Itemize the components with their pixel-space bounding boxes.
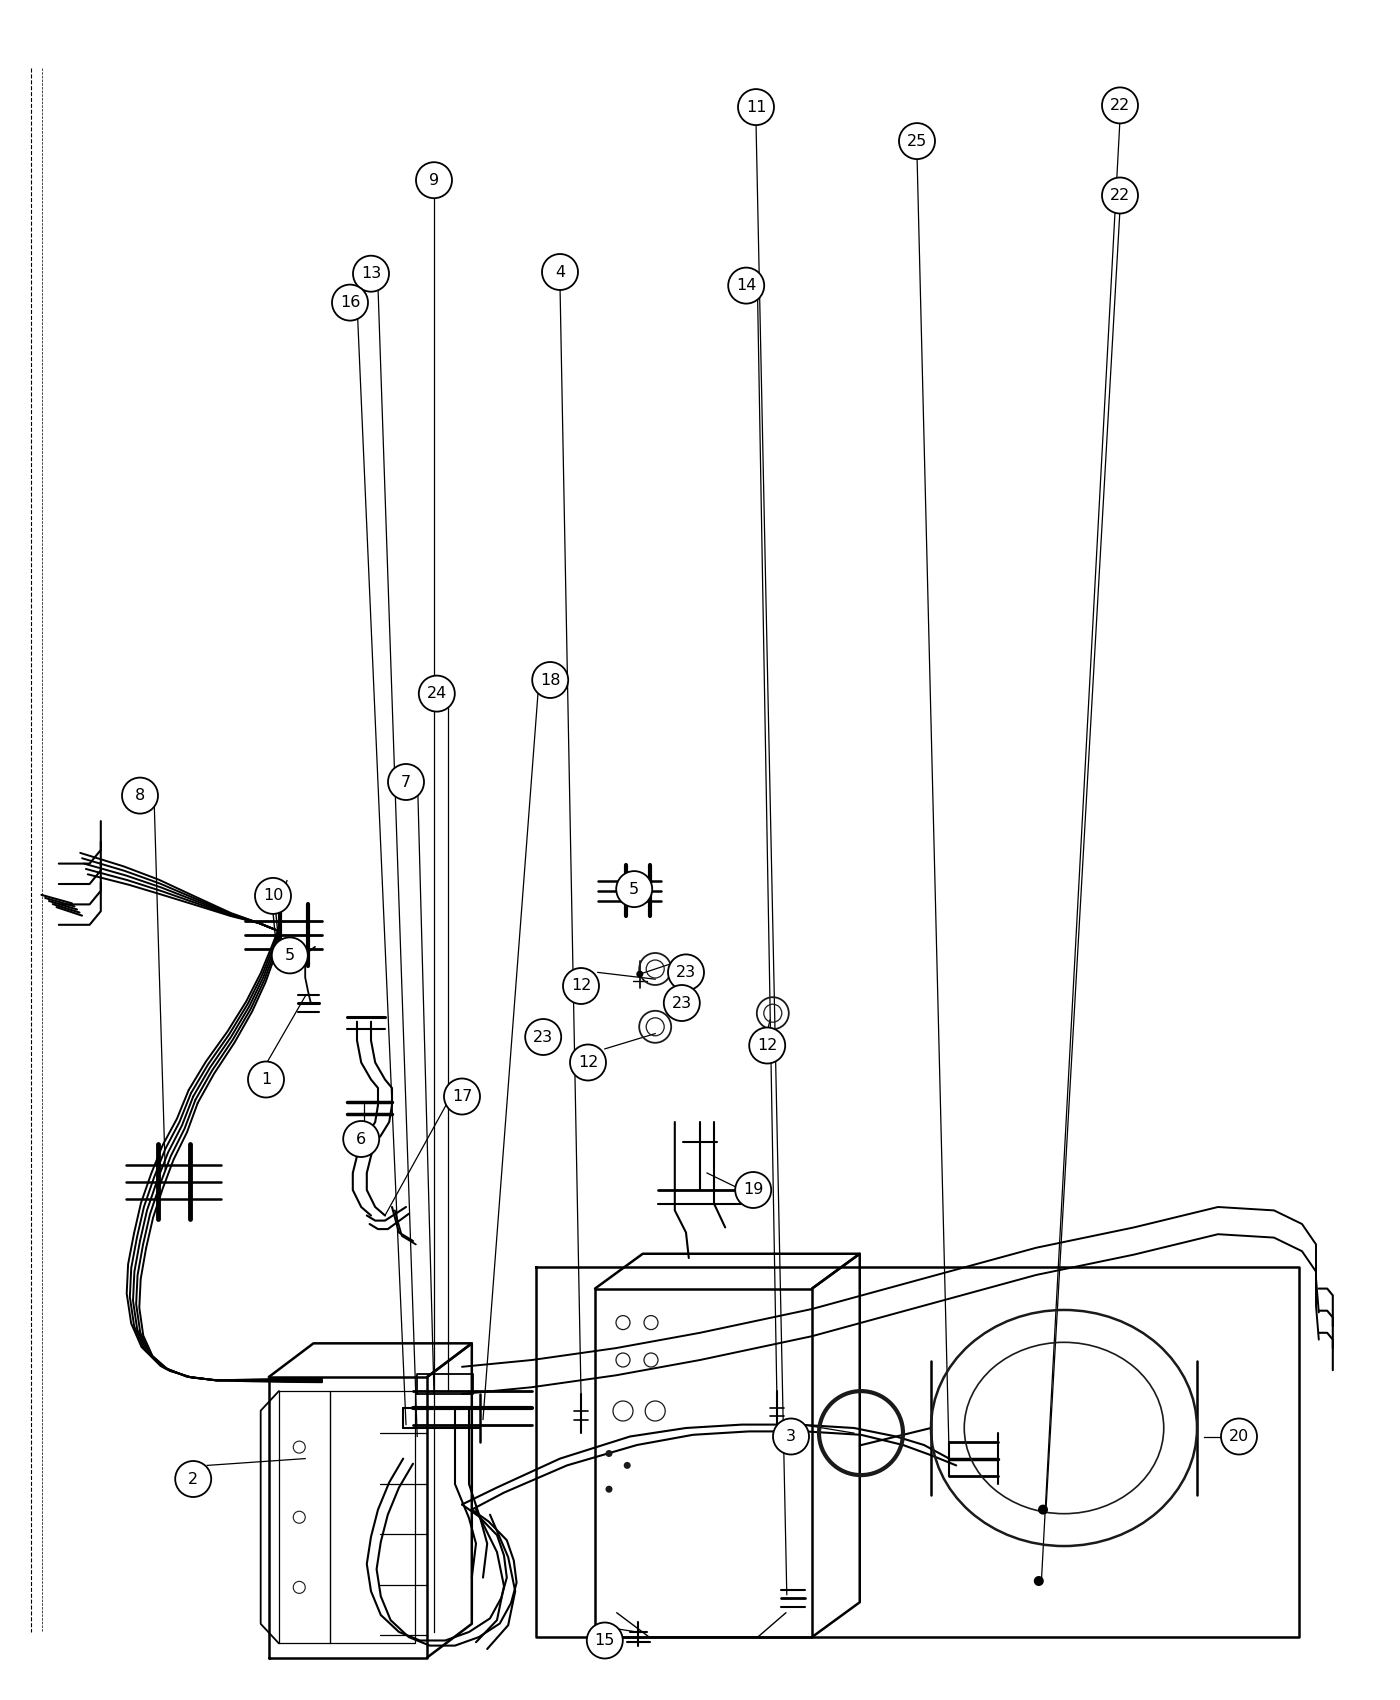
Circle shape (353, 255, 389, 292)
Circle shape (678, 983, 686, 989)
Text: 12: 12 (578, 1056, 598, 1069)
Circle shape (637, 971, 644, 977)
Text: 13: 13 (361, 267, 381, 280)
Circle shape (605, 1450, 613, 1457)
Circle shape (332, 284, 368, 321)
Text: 23: 23 (533, 1030, 553, 1044)
Circle shape (543, 1034, 549, 1040)
Circle shape (624, 1462, 630, 1469)
Text: 7: 7 (400, 775, 412, 789)
Circle shape (272, 937, 308, 974)
Circle shape (773, 1418, 809, 1455)
Circle shape (1102, 177, 1138, 214)
Text: 1: 1 (260, 1073, 272, 1086)
Text: 5: 5 (284, 949, 295, 962)
Circle shape (1033, 1576, 1044, 1586)
Text: 23: 23 (676, 966, 696, 979)
Circle shape (1221, 1418, 1257, 1455)
Circle shape (343, 1120, 379, 1158)
Text: 19: 19 (743, 1183, 763, 1197)
Circle shape (388, 763, 424, 801)
Text: 22: 22 (1110, 99, 1130, 112)
Circle shape (616, 870, 652, 908)
Circle shape (525, 1018, 561, 1056)
Circle shape (122, 777, 158, 814)
Circle shape (1102, 87, 1138, 124)
Text: 2: 2 (188, 1472, 199, 1486)
Text: 15: 15 (595, 1634, 615, 1647)
Circle shape (542, 253, 578, 291)
Circle shape (248, 1061, 284, 1098)
Circle shape (735, 1171, 771, 1209)
Text: 3: 3 (785, 1430, 797, 1443)
Text: 16: 16 (340, 296, 360, 309)
Circle shape (668, 954, 704, 991)
Text: 17: 17 (452, 1090, 472, 1103)
Circle shape (255, 877, 291, 915)
Text: 4: 4 (554, 265, 566, 279)
Circle shape (175, 1460, 211, 1498)
Circle shape (570, 1044, 606, 1081)
Text: 12: 12 (757, 1039, 777, 1052)
Circle shape (1037, 1504, 1049, 1515)
Circle shape (728, 267, 764, 304)
Circle shape (587, 1622, 623, 1659)
Circle shape (749, 1027, 785, 1064)
Circle shape (416, 162, 452, 199)
Text: 18: 18 (540, 673, 560, 687)
Text: 8: 8 (134, 789, 146, 802)
Circle shape (419, 675, 455, 712)
Text: 12: 12 (571, 979, 591, 993)
Text: 20: 20 (1229, 1430, 1249, 1443)
Text: 25: 25 (907, 134, 927, 148)
Text: 11: 11 (746, 100, 766, 114)
Circle shape (532, 661, 568, 699)
Text: 10: 10 (263, 889, 283, 903)
Circle shape (444, 1078, 480, 1115)
Circle shape (605, 1486, 613, 1493)
Text: 22: 22 (1110, 189, 1130, 202)
Circle shape (738, 88, 774, 126)
Circle shape (664, 984, 700, 1022)
Text: 23: 23 (672, 996, 692, 1010)
Text: 5: 5 (629, 882, 640, 896)
Circle shape (563, 967, 599, 1005)
Circle shape (899, 122, 935, 160)
Text: 9: 9 (428, 173, 440, 187)
Text: 24: 24 (427, 687, 447, 700)
Text: 6: 6 (356, 1132, 367, 1146)
Text: 14: 14 (736, 279, 756, 292)
